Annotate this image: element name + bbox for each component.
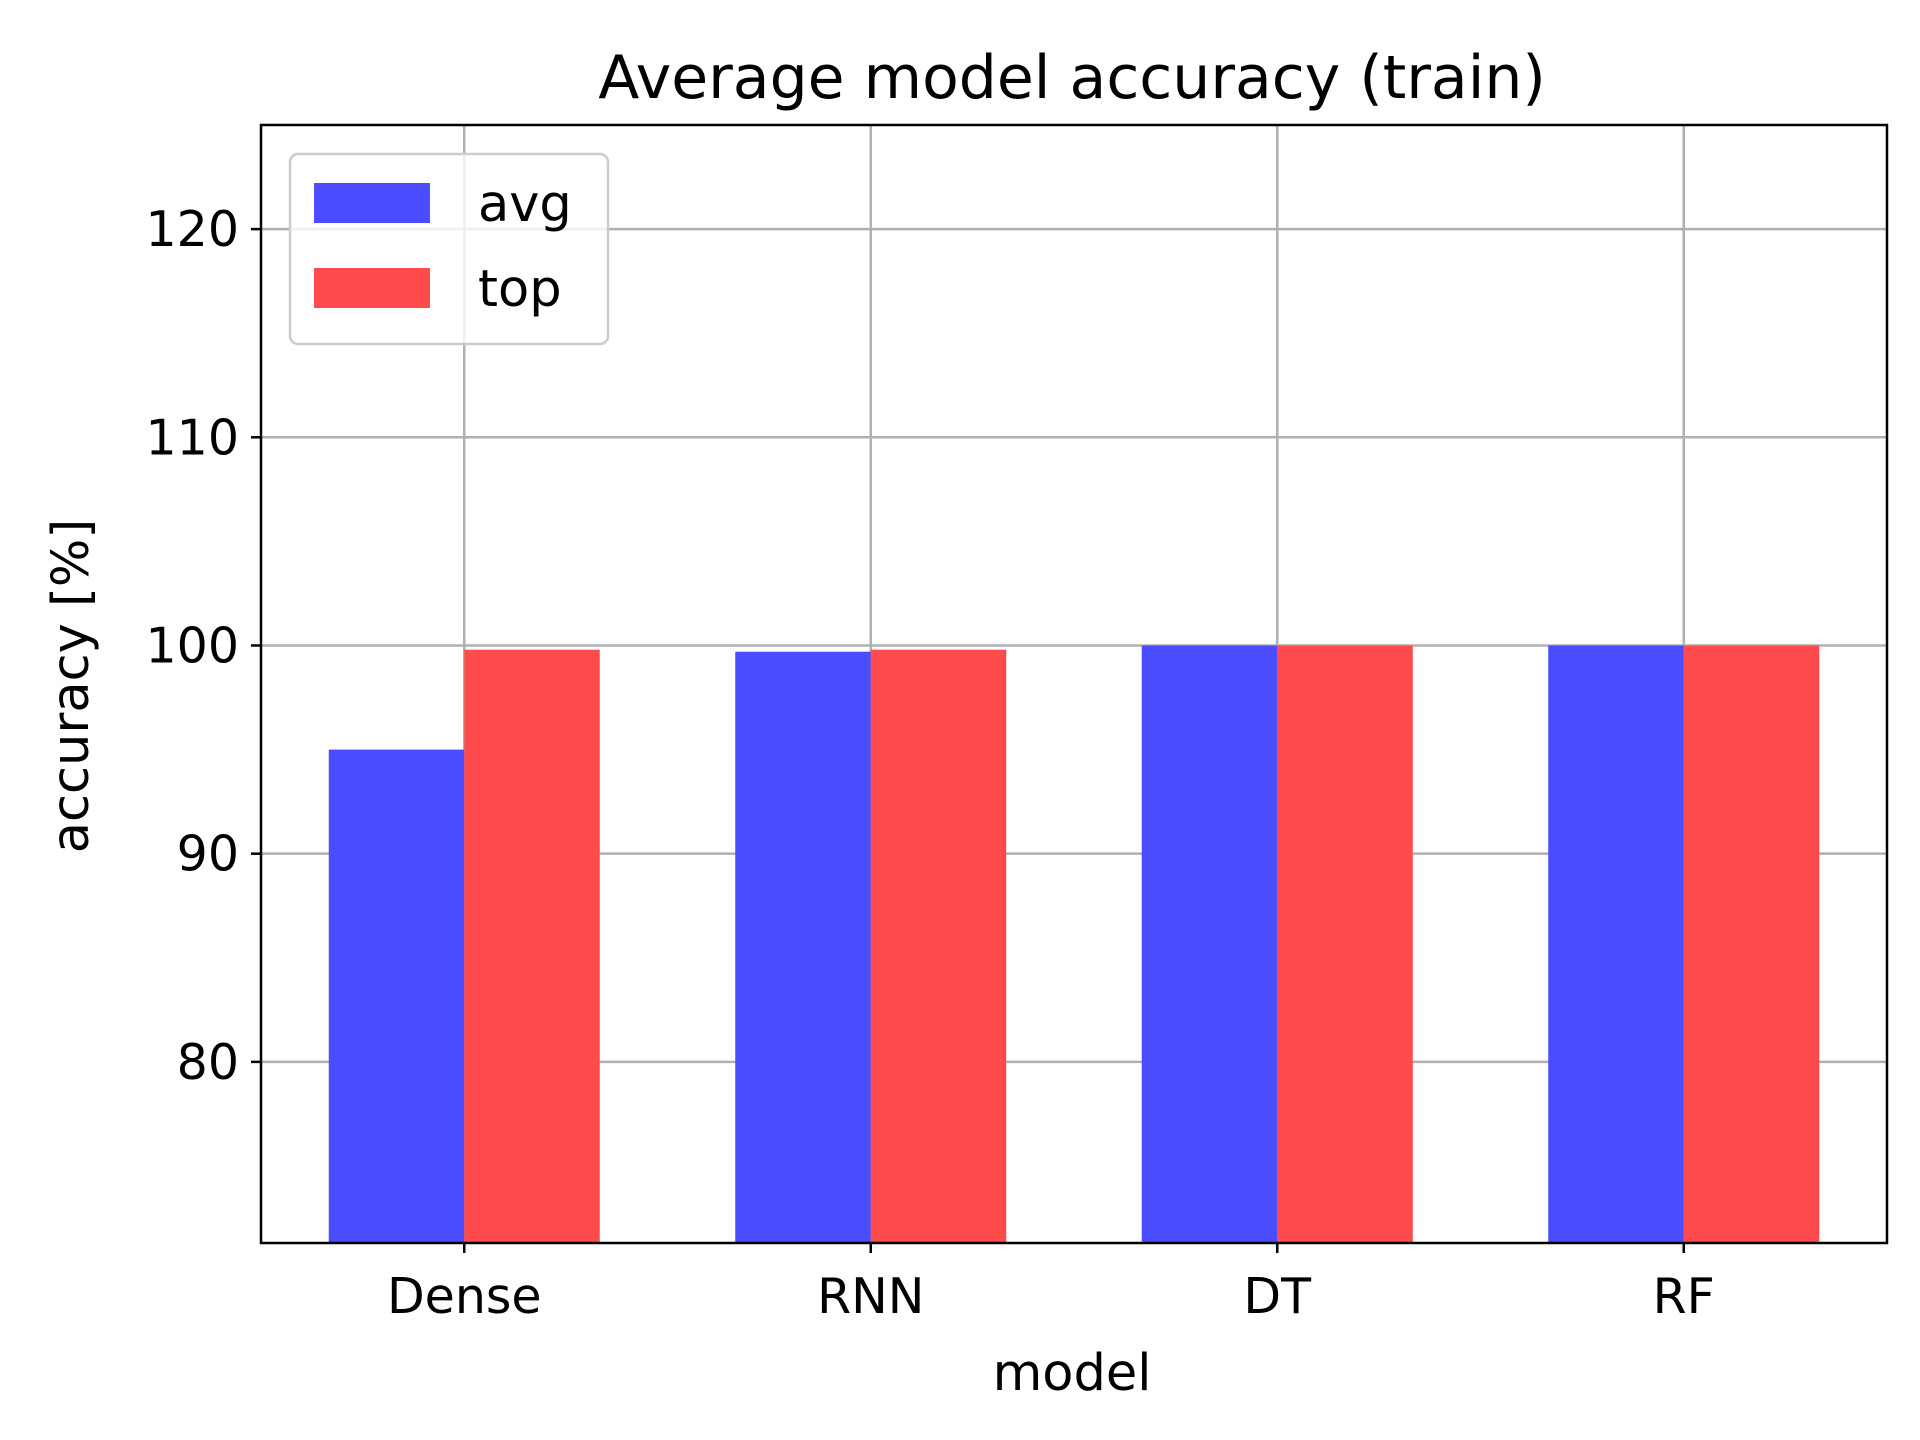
y-tick-label: 90	[177, 826, 239, 883]
bars	[328, 645, 1820, 1243]
y-axis-label: accuracy [%]	[42, 519, 101, 854]
x-tick-label: RF	[1653, 1268, 1715, 1325]
y-tick-label: 120	[145, 201, 239, 258]
y-tick-label: 110	[145, 409, 239, 466]
plot-frame	[259, 123, 1889, 1245]
x-tick-label: DT	[1243, 1268, 1312, 1325]
bar-top-RF	[1683, 645, 1820, 1243]
bar-top-DT	[1277, 645, 1413, 1243]
axis-ticks: 80 90 100 110 120 Dense RNN DT RF	[145, 201, 1714, 1325]
chart-title: Average model accuracy (train)	[598, 43, 1546, 113]
bar-avg-DT	[1141, 645, 1278, 1243]
legend: avg top	[288, 152, 610, 346]
bar-top-RNN	[870, 649, 1007, 1243]
x-tick-label: RNN	[817, 1268, 924, 1325]
y-tick-label: 100	[145, 617, 239, 674]
legend-label-avg: avg	[478, 175, 572, 234]
legend-swatch-avg	[314, 183, 430, 223]
bar-avg-RF	[1548, 645, 1684, 1243]
bar-avg-Dense	[328, 749, 465, 1243]
legend-swatch-top	[314, 268, 430, 308]
x-axis-label: model	[993, 1344, 1152, 1403]
y-tick-label: 80	[177, 1034, 239, 1091]
x-tick-label: Dense	[387, 1268, 542, 1325]
bar-top-Dense	[464, 649, 600, 1243]
bar-avg-RNN	[735, 651, 871, 1243]
legend-label-top: top	[478, 260, 562, 319]
